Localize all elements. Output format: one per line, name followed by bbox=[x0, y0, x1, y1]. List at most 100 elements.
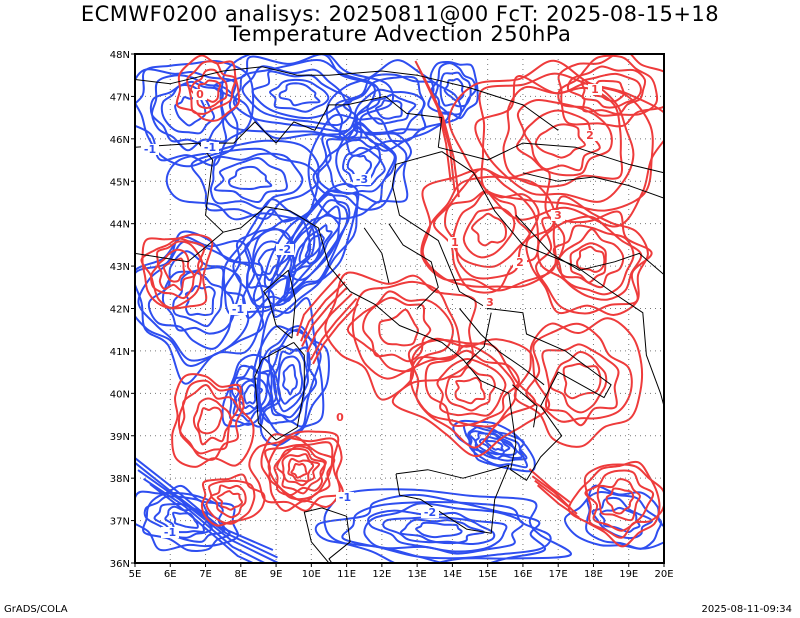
positive-contour bbox=[248, 430, 344, 512]
coastline-border bbox=[395, 464, 510, 534]
negative-contour bbox=[430, 62, 477, 116]
negative-contour bbox=[258, 297, 325, 437]
positive-contour bbox=[162, 257, 186, 283]
negative-contour bbox=[415, 521, 463, 539]
negative-contour bbox=[135, 484, 239, 552]
lon-tick-label: 11E bbox=[337, 569, 356, 580]
positive-contour bbox=[296, 273, 341, 337]
chart-subtitle: Temperature Advection 250hPa bbox=[228, 22, 572, 46]
negative-contour-label: -3 bbox=[356, 173, 368, 186]
negative-contour bbox=[366, 93, 417, 125]
positive-contour bbox=[528, 468, 571, 503]
positive-contour-label: 2 bbox=[586, 129, 594, 142]
negative-contour bbox=[244, 227, 297, 302]
contour-label-bg bbox=[588, 84, 602, 95]
negative-contour bbox=[382, 516, 496, 546]
lon-tick-label: 14E bbox=[443, 569, 462, 580]
positive-contour bbox=[513, 317, 644, 448]
negative-contour bbox=[304, 233, 325, 258]
lat-lon-grid bbox=[135, 54, 664, 563]
negative-contour bbox=[363, 502, 525, 555]
coastline-border bbox=[459, 308, 545, 386]
negative-contour bbox=[161, 266, 236, 335]
negative-contour bbox=[462, 423, 528, 469]
lon-tick-label: 16E bbox=[513, 569, 532, 580]
plot-area: 0 1 2 3 2 3 1 0 -1 -1 -2 -3 -1 -1 -2 -1 bbox=[135, 54, 664, 563]
lon-tick-label: 7E bbox=[199, 569, 212, 580]
contour-label-bg bbox=[513, 257, 527, 268]
positive-contour bbox=[362, 296, 432, 363]
negative-contour bbox=[143, 477, 267, 563]
lat-tick-label: 36N bbox=[110, 559, 130, 570]
positive-contour-label: 0 bbox=[196, 88, 204, 101]
contour-label-bg bbox=[229, 304, 247, 315]
lon-tick-label: 10E bbox=[302, 569, 321, 580]
positive-contour bbox=[192, 397, 233, 446]
lon-tick-label: 20E bbox=[654, 569, 673, 580]
positive-contour bbox=[605, 487, 635, 515]
coastline-border bbox=[438, 142, 664, 174]
lon-tick-label: 17E bbox=[549, 569, 568, 580]
positive-contour bbox=[557, 54, 659, 117]
positive-contour bbox=[471, 212, 508, 247]
lat-tick-label: 42N bbox=[110, 305, 130, 316]
positive-contour bbox=[186, 60, 237, 115]
positive-contour-label: 1 bbox=[591, 83, 599, 96]
positive-contour bbox=[171, 373, 255, 468]
lat-tick-label: 44N bbox=[110, 220, 130, 231]
negative-contour bbox=[367, 509, 508, 553]
negative-contour-label: -1 bbox=[164, 526, 176, 539]
negative-contour bbox=[478, 436, 511, 456]
positive-contour bbox=[189, 68, 228, 110]
negative-contour bbox=[278, 82, 321, 107]
negative-contour bbox=[375, 99, 403, 120]
positive-contour bbox=[407, 338, 537, 449]
positive-contour bbox=[287, 457, 315, 483]
positive-contour bbox=[179, 384, 239, 455]
negative-contour bbox=[269, 78, 330, 113]
positive-contour bbox=[562, 362, 602, 400]
contour-label-bg bbox=[448, 237, 462, 248]
negative-contour bbox=[228, 165, 273, 190]
negative-contour-label: -1 bbox=[204, 141, 216, 154]
negative-contour bbox=[325, 126, 396, 195]
positive-contour-label: 1 bbox=[451, 236, 459, 249]
lat-tick-label: 48N bbox=[110, 50, 130, 61]
coastline-border bbox=[135, 66, 298, 85]
positive-contour bbox=[576, 245, 606, 273]
negative-contour bbox=[468, 430, 523, 460]
positive-contour bbox=[281, 453, 321, 487]
lon-tick-label: 9E bbox=[270, 569, 283, 580]
coastline-border bbox=[388, 223, 439, 309]
coastline-border bbox=[297, 70, 559, 131]
negative-contour bbox=[335, 138, 386, 188]
positive-contour bbox=[140, 237, 206, 309]
positive-contour bbox=[502, 85, 624, 188]
negative-contour bbox=[443, 77, 465, 102]
positive-contour bbox=[444, 190, 540, 280]
negative-contour bbox=[341, 501, 552, 560]
positive-contour bbox=[175, 54, 241, 122]
coastline-border bbox=[223, 151, 612, 481]
contour-label-bg bbox=[161, 527, 179, 538]
negative-contour bbox=[135, 68, 239, 168]
positive-contour bbox=[549, 351, 608, 414]
negative-contour bbox=[213, 157, 288, 204]
positive-contour bbox=[523, 109, 601, 172]
negative-contour bbox=[484, 439, 504, 452]
contour-label-bg bbox=[583, 130, 597, 141]
positive-contour bbox=[454, 376, 486, 405]
positive-contour bbox=[300, 281, 346, 342]
negative-contour bbox=[314, 493, 547, 563]
lon-tick-label: 18E bbox=[584, 569, 603, 580]
positive-contour bbox=[210, 484, 247, 519]
positive-contour bbox=[534, 479, 578, 515]
positive-contour bbox=[596, 478, 641, 522]
coastline-border bbox=[466, 312, 492, 364]
lon-tick-label: 8E bbox=[234, 569, 247, 580]
positive-contour bbox=[378, 308, 420, 347]
negative-contour bbox=[251, 70, 353, 120]
lat-tick-label: 45N bbox=[110, 177, 130, 188]
negative-contour bbox=[467, 425, 528, 462]
